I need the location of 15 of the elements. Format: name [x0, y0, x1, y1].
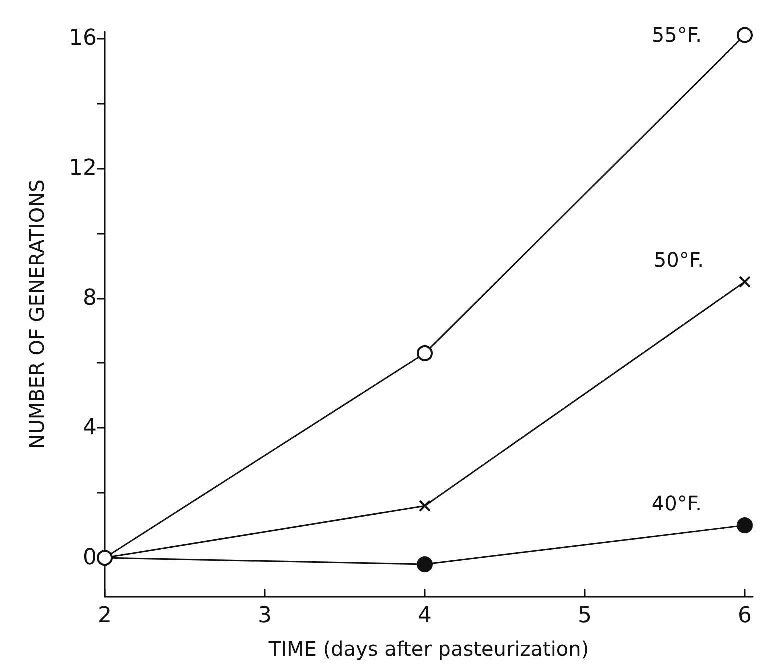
y-axis-title: NUMBER OF GENERATIONS — [25, 180, 49, 450]
x-tick-label: 2 — [98, 604, 112, 628]
x-tick-label: 3 — [258, 604, 272, 628]
x-axis-title: TIME (days after pasteurization) — [268, 637, 590, 661]
x-tick-label: 5 — [578, 604, 592, 628]
y-tick-label: 0 — [83, 546, 97, 571]
y-tick-label: 4 — [83, 416, 97, 441]
y-tick-label: 12 — [69, 156, 97, 181]
series-label: 55°F. — [652, 23, 702, 48]
y-tick-label: 8 — [83, 286, 97, 311]
x-tick-label: 6 — [738, 604, 752, 628]
series-label: 40°F. — [652, 492, 702, 516]
x-tick-label: 4 — [418, 604, 432, 628]
series-label: 50°F. — [654, 248, 704, 272]
y-tick-label: 16 — [69, 26, 97, 51]
